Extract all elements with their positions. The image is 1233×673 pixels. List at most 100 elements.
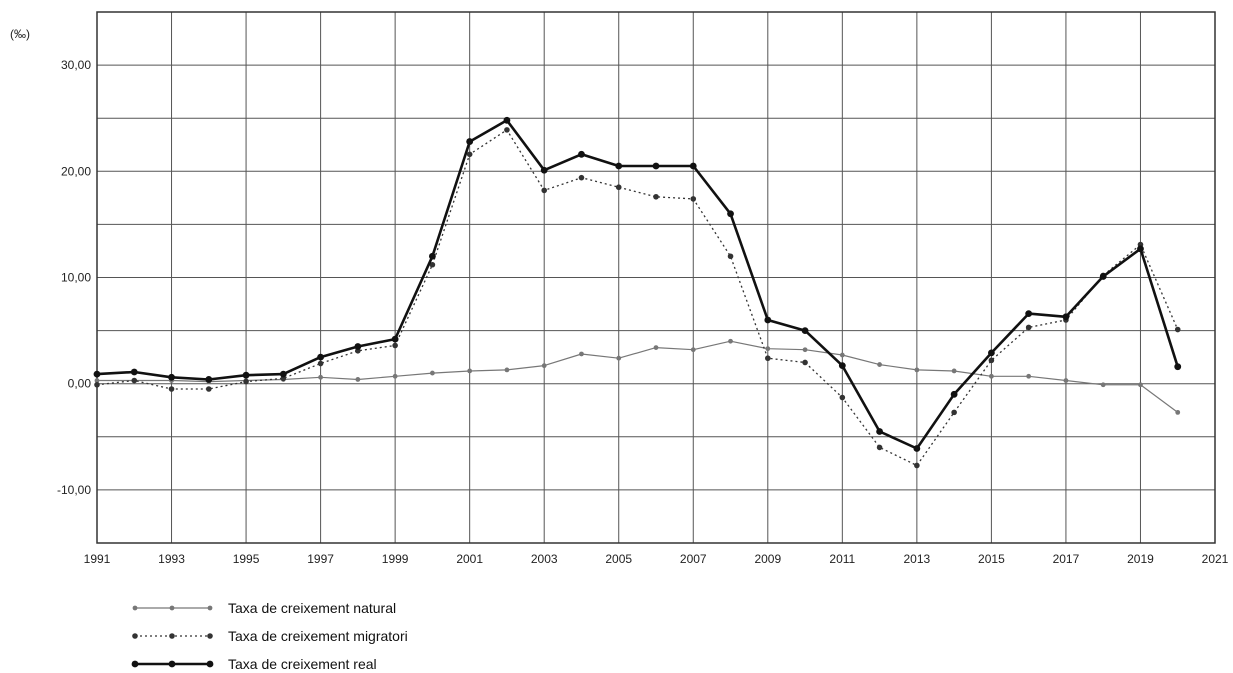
data-point (505, 367, 510, 372)
legend-swatch-marker (208, 606, 213, 611)
series-line (97, 130, 1178, 466)
data-point (1064, 378, 1069, 383)
data-point (1174, 363, 1181, 370)
legend-label: Taxa de creixement migratori (228, 628, 408, 644)
data-point (392, 343, 398, 349)
x-tick-label: 1995 (233, 552, 260, 566)
legend-swatch-marker (170, 606, 175, 611)
x-tick-label: 1993 (158, 552, 185, 566)
data-point (1025, 310, 1032, 317)
data-point (1137, 245, 1144, 252)
legend-swatch-marker (132, 633, 138, 639)
legend-item: Taxa de creixement migratori (132, 628, 408, 644)
data-point (727, 210, 734, 217)
data-point (243, 372, 250, 379)
legend-label: Taxa de creixement natural (228, 600, 396, 616)
data-point (840, 353, 845, 358)
data-point (877, 445, 883, 451)
x-tick-label: 1997 (307, 552, 334, 566)
x-tick-label: 2017 (1053, 552, 1080, 566)
data-point (318, 361, 324, 367)
data-point (1063, 313, 1070, 320)
legend-item: Taxa de creixement natural (133, 600, 396, 616)
data-point (615, 163, 622, 170)
series-3 (94, 117, 1182, 452)
data-point (94, 371, 101, 378)
data-point (877, 362, 882, 367)
data-point (243, 379, 249, 385)
data-point (951, 410, 957, 416)
data-point (542, 363, 547, 368)
data-point (988, 350, 995, 357)
x-tick-label: 2021 (1202, 552, 1229, 566)
data-point (654, 345, 659, 350)
data-point (1138, 382, 1143, 387)
data-point (1175, 327, 1181, 333)
x-tick-label: 2019 (1127, 552, 1154, 566)
data-point (392, 336, 399, 343)
data-point (653, 194, 659, 200)
data-point (466, 138, 473, 145)
data-point (653, 163, 660, 170)
x-tick-label: 2013 (904, 552, 931, 566)
data-point (131, 378, 137, 384)
data-point (690, 196, 696, 202)
series-1 (95, 339, 1181, 415)
x-tick-label: 2015 (978, 552, 1005, 566)
x-tick-label: 2009 (754, 552, 781, 566)
data-point (876, 428, 883, 435)
x-tick-label: 2003 (531, 552, 558, 566)
data-point (579, 352, 584, 357)
data-point (913, 445, 920, 452)
data-point (951, 391, 958, 398)
data-point (803, 347, 808, 352)
data-point (393, 374, 398, 379)
x-tick-label: 2007 (680, 552, 707, 566)
y-tick-label: 20,00 (61, 164, 91, 178)
legend-swatch-marker (132, 661, 139, 668)
data-point (206, 386, 212, 392)
data-point (690, 163, 697, 170)
series-2 (94, 127, 1180, 468)
data-point (131, 369, 138, 376)
data-point (355, 377, 360, 382)
y-tick-label: 10,00 (61, 271, 91, 285)
data-point (802, 360, 808, 366)
data-point (205, 376, 212, 383)
data-point (317, 354, 324, 361)
data-point (430, 371, 435, 376)
x-tick-label: 2005 (605, 552, 632, 566)
data-point (467, 369, 472, 374)
data-point (616, 184, 622, 190)
data-point (989, 374, 994, 379)
data-point (1100, 273, 1107, 280)
data-point (840, 395, 846, 401)
series-line (97, 120, 1178, 448)
y-tick-label: -10,00 (57, 483, 91, 497)
data-point (541, 188, 547, 194)
y-unit-label: (‰) (10, 27, 30, 41)
data-point (802, 327, 809, 334)
data-point (429, 253, 436, 260)
x-tick-label: 2011 (829, 552, 855, 566)
data-point (765, 346, 770, 351)
data-point (578, 151, 585, 158)
data-point (579, 175, 585, 181)
data-point (728, 339, 733, 344)
data-point (354, 343, 361, 350)
data-point (1026, 325, 1032, 331)
series-layer (94, 117, 1182, 468)
data-point (280, 371, 287, 378)
data-point (989, 358, 995, 364)
legend-label: Taxa de creixement real (228, 656, 377, 672)
data-point (504, 127, 510, 133)
grid (97, 12, 1215, 543)
data-point (169, 386, 175, 392)
data-point (467, 152, 473, 158)
legend-swatch-marker (133, 606, 138, 611)
data-point (504, 117, 511, 124)
series-line (97, 341, 1178, 412)
data-point (764, 317, 771, 324)
data-point (952, 369, 957, 374)
